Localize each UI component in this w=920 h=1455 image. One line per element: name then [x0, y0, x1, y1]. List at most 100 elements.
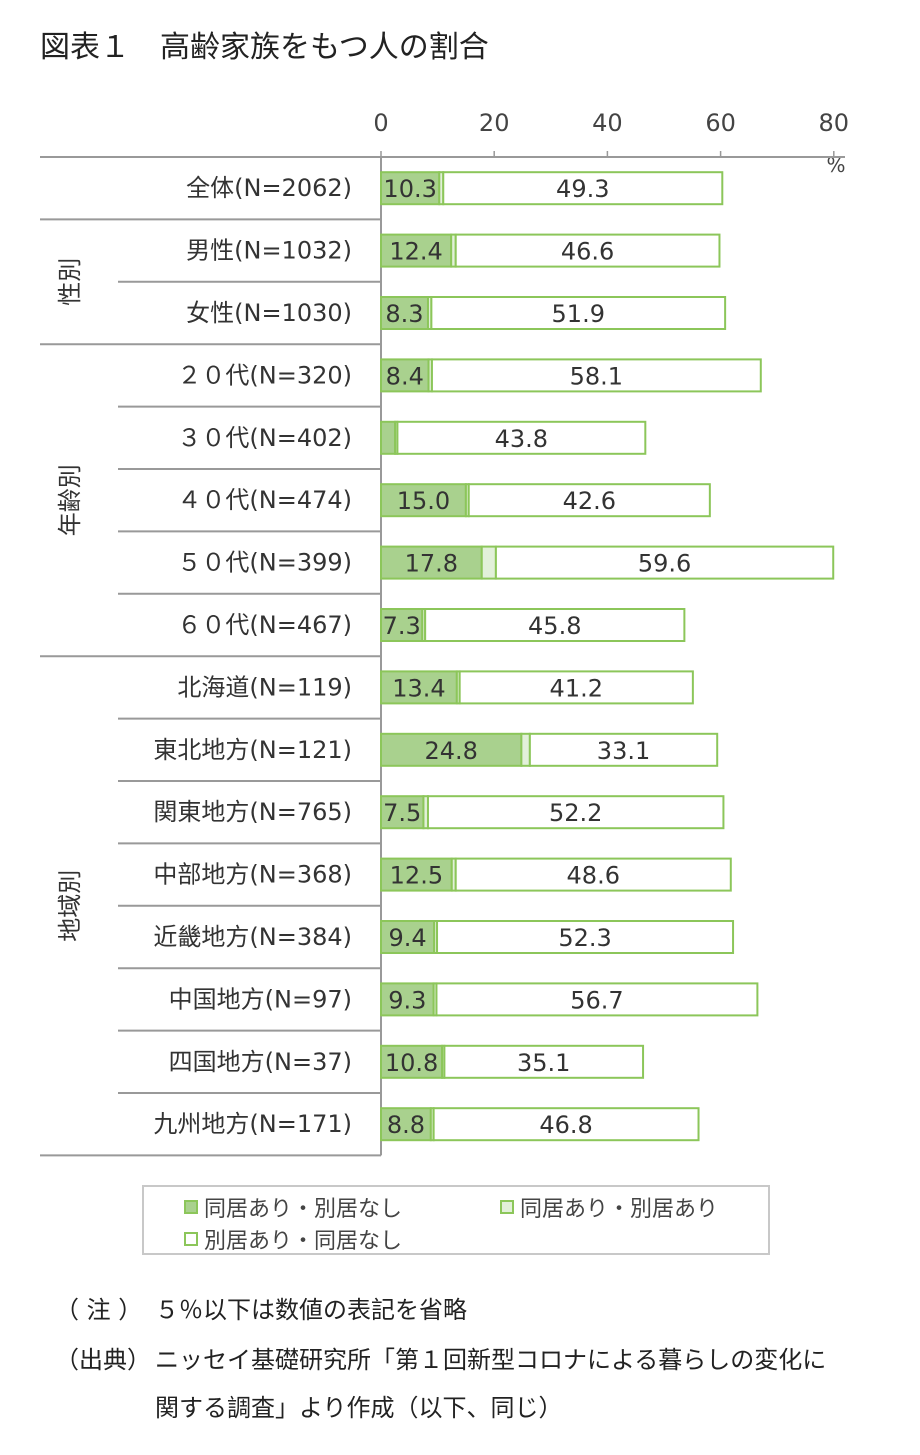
category-label: 九州地方(N=171): [153, 1110, 352, 1138]
data-label: 8.4: [386, 362, 424, 390]
legend-label: 同居あり・別居あり: [520, 1197, 719, 1222]
data-label: 45.8: [528, 612, 581, 640]
source-line: （出典） ニッセイ基礎研究所「第１回新型コロナによる暮らしの変化に: [55, 1340, 826, 1375]
data-label: 10.3: [383, 175, 436, 203]
data-label: 52.3: [558, 924, 611, 952]
bar-segment: [380, 233, 453, 268]
x-unit-label: %: [826, 153, 845, 177]
bar-segment: [396, 420, 647, 455]
data-label: 24.8: [424, 737, 477, 765]
bar-segment: [424, 608, 686, 642]
legend-item-separate-only: 別居あり・同居なし: [184, 1223, 402, 1255]
data-label: 15.0: [397, 487, 450, 515]
bar-segment: [458, 670, 694, 705]
data-label: 12.4: [389, 238, 442, 266]
group-label: 地域別: [56, 870, 84, 942]
category-label: 男性(N=1032): [186, 237, 352, 265]
bar-segment: [467, 483, 711, 518]
bar-segment: [380, 920, 436, 954]
bar-segment: [380, 296, 429, 330]
data-label: 10.8: [385, 1049, 438, 1077]
category-label: ５０代(N=399): [177, 549, 352, 577]
category-label: 中国地方(N=97): [169, 985, 352, 1013]
bar-segment: [380, 670, 458, 705]
bar-segment: [480, 545, 497, 580]
bar-segment: [520, 732, 531, 767]
bar-segment: [442, 171, 724, 206]
bar-segment: [528, 732, 719, 767]
legend-swatch: [500, 1200, 514, 1214]
x-tick-label: 80: [819, 109, 850, 137]
category-label: 東北地方(N=121): [153, 736, 352, 764]
category-label: ２０代(N=320): [177, 361, 352, 389]
bar-segment: [443, 1044, 645, 1079]
bar-segment: [435, 982, 759, 1017]
data-label: 9.4: [389, 924, 427, 952]
data-label: 8.3: [385, 300, 423, 328]
bar-segment: [430, 358, 762, 393]
data-label: 51.9: [552, 300, 605, 328]
bar-segment: [380, 358, 430, 393]
legend-item-cohabit-only: 同居あり・別居なし: [184, 1191, 402, 1223]
bar-segment: [380, 420, 397, 455]
data-label: 58.1: [570, 362, 623, 390]
source-text-1: ニッセイ基礎研究所「第１回新型コロナによる暮らしの変化に: [155, 1346, 827, 1374]
data-label: 9.3: [388, 986, 426, 1014]
data-label: 59.6: [638, 550, 691, 578]
category-label: 女性(N=1030): [186, 299, 352, 327]
data-label: 33.1: [597, 737, 650, 765]
category-label: 四国地方(N=37): [169, 1048, 352, 1076]
legend-swatch: [184, 1232, 198, 1246]
note-label: （ 注 ）: [55, 1296, 143, 1324]
category-label: ３０代(N=402): [177, 424, 352, 452]
data-label: 42.6: [563, 487, 616, 515]
data-label: 41.2: [550, 674, 603, 702]
bar-segment: [380, 171, 441, 206]
note-line: （ 注 ） ５％以下は数値の表記を省略: [55, 1290, 467, 1325]
category-label: 近畿地方(N=384): [153, 923, 352, 951]
bar-segment: [430, 296, 727, 330]
data-label: 13.4: [392, 674, 445, 702]
bar-segment: [380, 857, 453, 892]
bar-segment: [432, 1107, 700, 1142]
bar-segment: [380, 608, 424, 642]
figure-title: 図表１ 高齢家族をもつ人の割合: [40, 30, 489, 65]
legend-swatch: [184, 1200, 198, 1214]
data-label: 52.2: [549, 799, 602, 827]
source-line-2: 関する調査」より作成（以下、同じ）: [155, 1388, 563, 1423]
data-label: 12.5: [390, 862, 443, 890]
legend-label: 同居あり・別居なし: [204, 1197, 403, 1222]
bar-segment: [436, 920, 735, 954]
x-tick-label: 20: [479, 109, 510, 137]
bar-segment: [494, 545, 835, 580]
legend-label: 別居あり・同居なし: [204, 1229, 403, 1254]
category-label: 全体(N=2062): [186, 174, 352, 202]
x-tick-label: 40: [592, 109, 623, 137]
x-tick-label: 0: [373, 109, 388, 137]
data-label: 35.1: [517, 1049, 570, 1077]
group-label: 性別: [56, 258, 84, 306]
data-label: 17.8: [405, 550, 458, 578]
bar-segment: [380, 732, 523, 767]
data-label: 8.8: [387, 1111, 425, 1139]
source-text-2: 関する調査」より作成（以下、同じ）: [155, 1394, 563, 1422]
data-label: 46.8: [539, 1111, 592, 1139]
legend: 同居あり・別居なし 同居あり・別居あり 別居あり・同居なし: [142, 1185, 770, 1255]
category-label: ６０代(N=467): [177, 611, 352, 639]
data-label: 43.8: [495, 425, 548, 453]
note-text: ５％以下は数値の表記を省略: [155, 1296, 467, 1324]
data-label: 7.3: [383, 612, 421, 640]
legend-item-cohabit-and-separate: 同居あり・別居あり: [500, 1191, 718, 1223]
data-label: 56.7: [570, 986, 623, 1014]
data-label: 7.5: [383, 799, 421, 827]
category-label: 北海道(N=119): [177, 673, 352, 701]
category-label: 中部地方(N=368): [153, 861, 352, 889]
data-label: 46.6: [561, 238, 614, 266]
bar-segment: [380, 483, 467, 518]
data-label: 49.3: [556, 175, 609, 203]
data-label: 48.6: [567, 862, 620, 890]
group-label: 年齢別: [56, 464, 84, 536]
bar-segment: [454, 857, 732, 892]
bar-segment: [380, 1107, 432, 1142]
